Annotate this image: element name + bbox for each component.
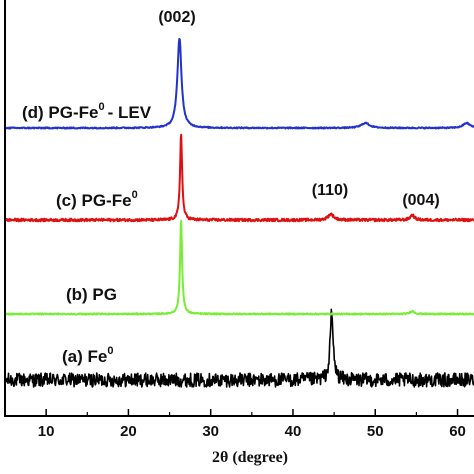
x-tick-label: 50 (367, 423, 384, 440)
series-line-pg-fe0-lev (4, 37, 474, 130)
series-line-pg-fe0 (4, 133, 474, 223)
series-label-pg: (b) PG (66, 285, 117, 304)
peak-annotation-004: (004) (402, 192, 439, 209)
x-tick-label: 40 (285, 423, 302, 440)
series-label-fe0: (a) Fe0 (62, 345, 113, 366)
x-axis-title: 2θ (degree) (212, 449, 288, 466)
series-line-fe0 (4, 308, 474, 388)
x-tick-label: 10 (38, 423, 55, 440)
x-ticks: 10 20 30 40 50 60 (38, 409, 466, 440)
x-tick-label: 20 (120, 423, 137, 440)
plot-frame (4, 0, 474, 417)
labels-layer: (a) Fe0 (b) PG (c) PG-Fe0 (d) PG-Fe0- LEV (0… (22, 9, 440, 366)
peak-annotation-110: (110) (312, 182, 348, 199)
series-label-pg-fe0: (c) PG-Fe0 (56, 189, 138, 210)
peak-annotation-002: (002) (158, 9, 195, 26)
x-tick-label: 60 (449, 423, 466, 440)
series-line-pg (4, 219, 474, 316)
series-label-pg-fe0-lev: (d) PG-Fe0- LEV (22, 101, 152, 122)
series-layer (4, 37, 474, 388)
x-tick-label: 30 (202, 423, 219, 440)
